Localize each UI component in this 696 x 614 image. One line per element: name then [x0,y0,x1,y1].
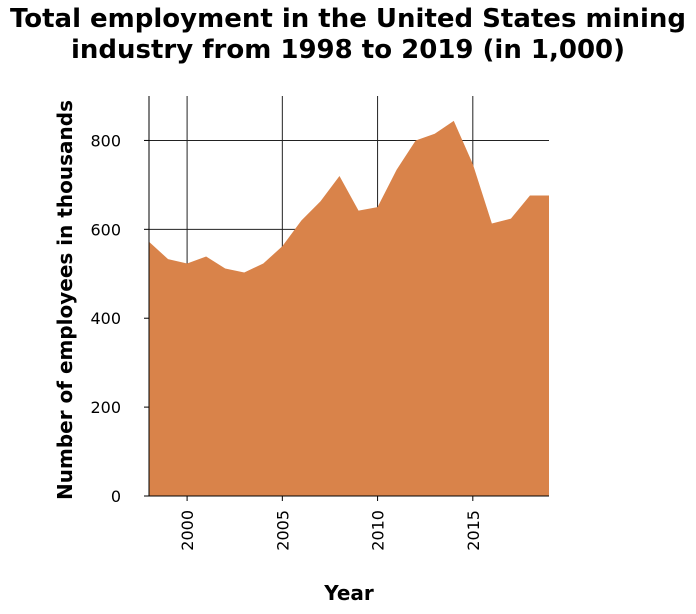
x-tick-label-2000: 2000 [178,510,197,551]
x-axis-label: Year [323,581,374,605]
x-tick-label-2015: 2015 [464,510,483,551]
x-tick-labels: 2000 2005 2010 2015 [178,510,483,551]
y-tick-label-0: 0 [111,487,121,506]
chart-title: Total employment in the United States mi… [0,4,696,66]
y-tick-labels: 0 200 400 600 800 [90,131,121,506]
chart-title-line-1: Total employment in the United States mi… [9,4,687,34]
chart-title-line-2: industry from 1998 to 2019 (in 1,000) [70,35,626,65]
y-tick-label-600: 600 [90,220,121,239]
y-tick-label-200: 200 [90,398,121,417]
employment-area [149,120,549,496]
x-tick-label-2010: 2010 [369,510,388,551]
y-axis-label: Number of employees in thousands [53,100,77,500]
x-tick-label-2005: 2005 [273,510,292,551]
y-tick-label-400: 400 [90,309,121,328]
y-tick-label-800: 800 [90,131,121,150]
axes [144,96,549,501]
